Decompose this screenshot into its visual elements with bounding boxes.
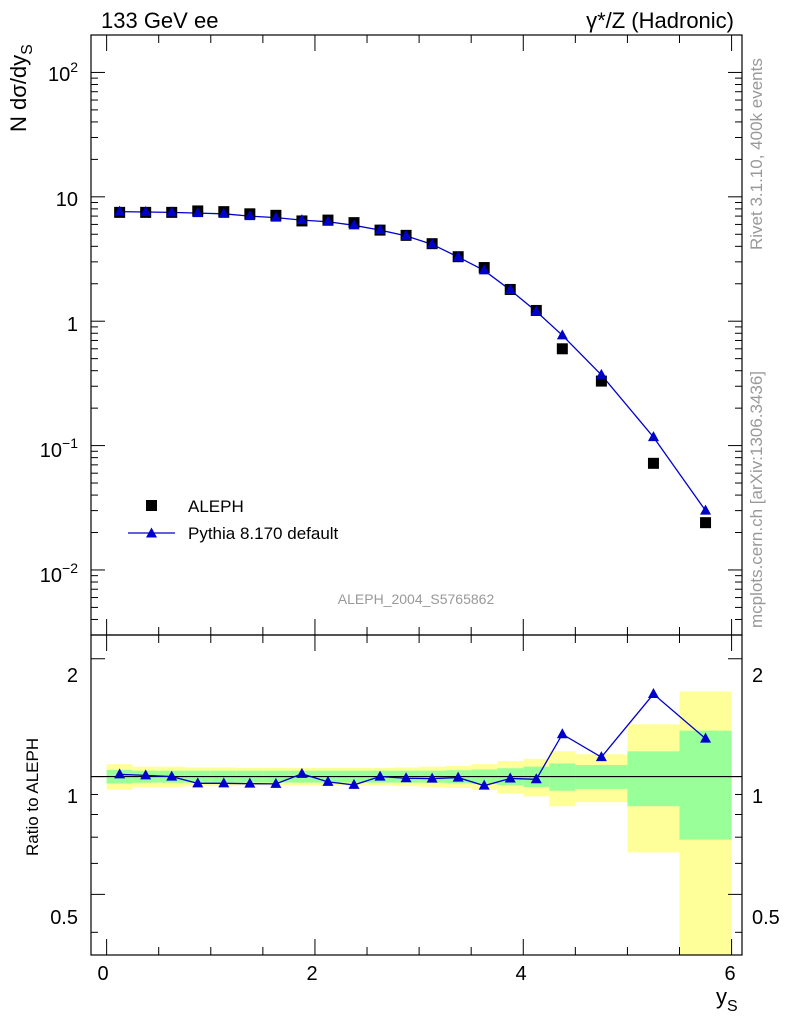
ratio-y-tick-label-2: 2 xyxy=(67,665,78,687)
ratio-panel: 2 1 0.5 2 1 0.5 0 2 4 6 Ratio to ALEPH y… xyxy=(23,634,780,1015)
ratio-y-tick-label-1: 1 xyxy=(67,786,78,808)
header-right-label: γ*/Z (Hadronic) xyxy=(586,8,734,33)
inner-uncertainty-band xyxy=(679,730,732,840)
main-plot-marks xyxy=(114,205,712,529)
pythia-ratio-point xyxy=(114,768,126,779)
pythia-point xyxy=(166,206,178,217)
rivet-version-label: Rivet 3.1.10, 400k events xyxy=(747,58,766,250)
main-axis-ticks xyxy=(91,34,742,636)
ratio-plot-frame xyxy=(90,634,743,956)
x-tick-label-2: 2 xyxy=(306,963,317,985)
pythia-point xyxy=(270,211,282,222)
pythia-ratio-point xyxy=(647,688,659,699)
inner-uncertainty-band xyxy=(627,751,680,807)
pythia-ratio-point xyxy=(140,769,152,780)
ratio-y-tick-label-right-2: 2 xyxy=(752,665,763,687)
main-panel: 10−2 10−1 1 10 102 N dσ/dyS ALEPH_2004_S… xyxy=(6,34,743,636)
pythia-ratio-point xyxy=(504,772,516,783)
pythia-ratio-point xyxy=(296,767,308,778)
x-axis-title: yS xyxy=(716,984,738,1015)
pythia-ratio-point xyxy=(452,771,464,782)
pythia-point xyxy=(504,284,516,295)
pythia-ratio-point xyxy=(192,777,204,788)
aleph-point xyxy=(647,457,659,469)
pythia-ratio-point xyxy=(322,775,334,786)
pythia-ratio-point xyxy=(700,732,712,743)
pythia-point xyxy=(530,305,542,316)
pythia-ratio-point xyxy=(270,777,282,788)
pythia-ratio-point xyxy=(478,779,490,790)
ratio-plot-marks xyxy=(91,688,742,790)
pythia-point xyxy=(452,251,464,262)
pythia-point xyxy=(700,504,712,515)
y-tick-label-1: 1 xyxy=(67,314,78,336)
ratio-y-tick-label-right-1: 1 xyxy=(752,786,763,808)
pythia-line xyxy=(119,210,707,511)
pythia-point xyxy=(192,207,204,218)
pythia-point xyxy=(426,238,438,249)
legend-label-aleph: ALEPH xyxy=(188,497,244,516)
y-tick-label-10: 10 xyxy=(56,189,78,211)
y-tick-label-1e-2: 10−2 xyxy=(40,560,78,587)
pythia-ratio-point xyxy=(374,770,386,781)
pythia-point xyxy=(218,207,230,218)
pythia-point xyxy=(595,368,607,379)
pythia-point xyxy=(296,214,308,225)
y-tick-label-1e-1: 10−1 xyxy=(40,435,78,462)
legend-label-pythia: Pythia 8.170 default xyxy=(188,524,339,543)
aleph-point xyxy=(700,517,712,529)
pythia-ratio-point xyxy=(166,770,178,781)
analysis-watermark: ALEPH_2004_S5765862 xyxy=(338,591,495,607)
pythia-ratio-point xyxy=(556,728,568,739)
y-tick-label-1e2: 102 xyxy=(48,59,78,86)
pythia-point xyxy=(374,224,386,235)
mcplots-label: mcplots.cern.ch [arXiv:1306.3436] xyxy=(747,371,766,628)
x-tick-label-4: 4 xyxy=(515,963,526,985)
legend: ALEPH Pythia 8.170 default xyxy=(128,497,339,543)
pythia-ratio-point xyxy=(218,777,230,788)
main-y-axis-title: N dσ/dyS xyxy=(6,44,36,132)
pythia-ratio-point xyxy=(530,773,542,784)
pythia-point xyxy=(556,329,568,340)
ratio-axis-ticks xyxy=(91,635,742,955)
ratio-y-tick-label-right-0.5: 0.5 xyxy=(752,907,780,929)
aleph-point xyxy=(595,375,607,387)
pythia-point xyxy=(647,431,659,442)
pythia-point xyxy=(244,210,256,221)
header-left-label: 133 GeV ee xyxy=(101,8,218,33)
legend-marker-pythia xyxy=(146,527,157,538)
pythia-ratio-point xyxy=(595,751,607,762)
aleph-point xyxy=(556,343,568,355)
pythia-ratio-point xyxy=(348,778,360,789)
ratio-uncertainty-bands xyxy=(106,691,732,955)
legend-marker-aleph xyxy=(146,500,157,511)
pythia-ratio-point xyxy=(244,777,256,788)
ratio-y-tick-label-0.5: 0.5 xyxy=(50,907,78,929)
x-tick-label-6: 6 xyxy=(724,963,735,985)
pythia-point xyxy=(348,219,360,230)
pythia-ratio-point xyxy=(426,772,438,783)
x-tick-label-0: 0 xyxy=(97,963,108,985)
pythia-point xyxy=(114,205,126,216)
pythia-point xyxy=(140,206,152,217)
main-plot-frame xyxy=(90,34,743,636)
ratio-y-axis-title: Ratio to ALEPH xyxy=(23,738,42,856)
pythia-point xyxy=(478,264,490,275)
pythia-point xyxy=(322,215,334,226)
pythia-ratio-point xyxy=(400,772,412,783)
pythia-point xyxy=(400,229,412,240)
